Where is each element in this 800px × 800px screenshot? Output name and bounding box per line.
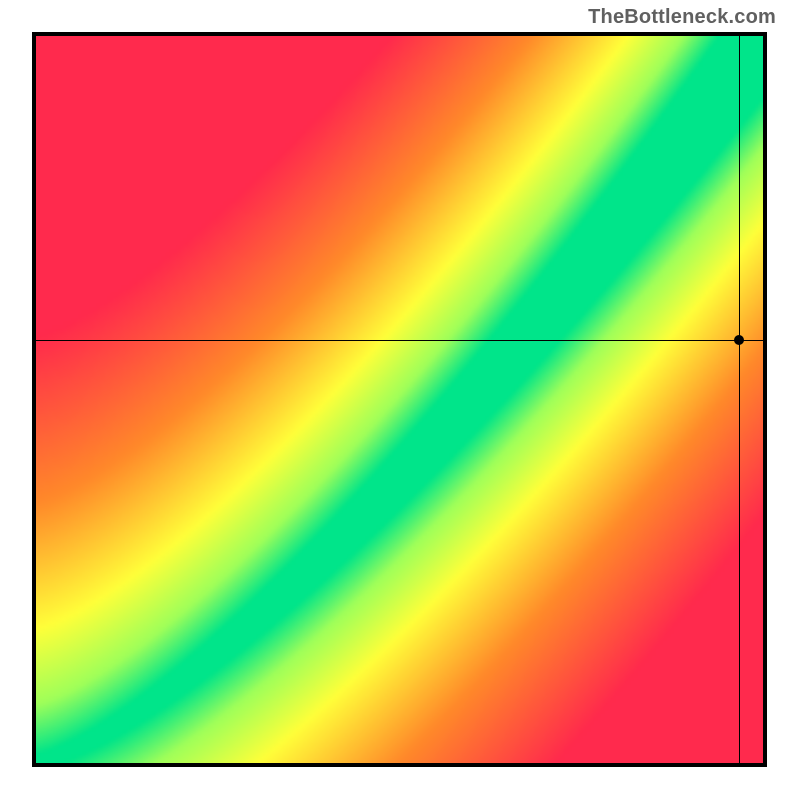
plot-area bbox=[32, 32, 767, 767]
crosshair-horizontal bbox=[36, 340, 763, 341]
marker-dot bbox=[734, 335, 744, 345]
bottleneck-heatmap bbox=[36, 36, 763, 763]
crosshair-vertical bbox=[739, 36, 740, 763]
chart-container: { "watermark": { "text": "TheBottleneck.… bbox=[0, 0, 800, 800]
watermark-text: TheBottleneck.com bbox=[588, 6, 776, 29]
